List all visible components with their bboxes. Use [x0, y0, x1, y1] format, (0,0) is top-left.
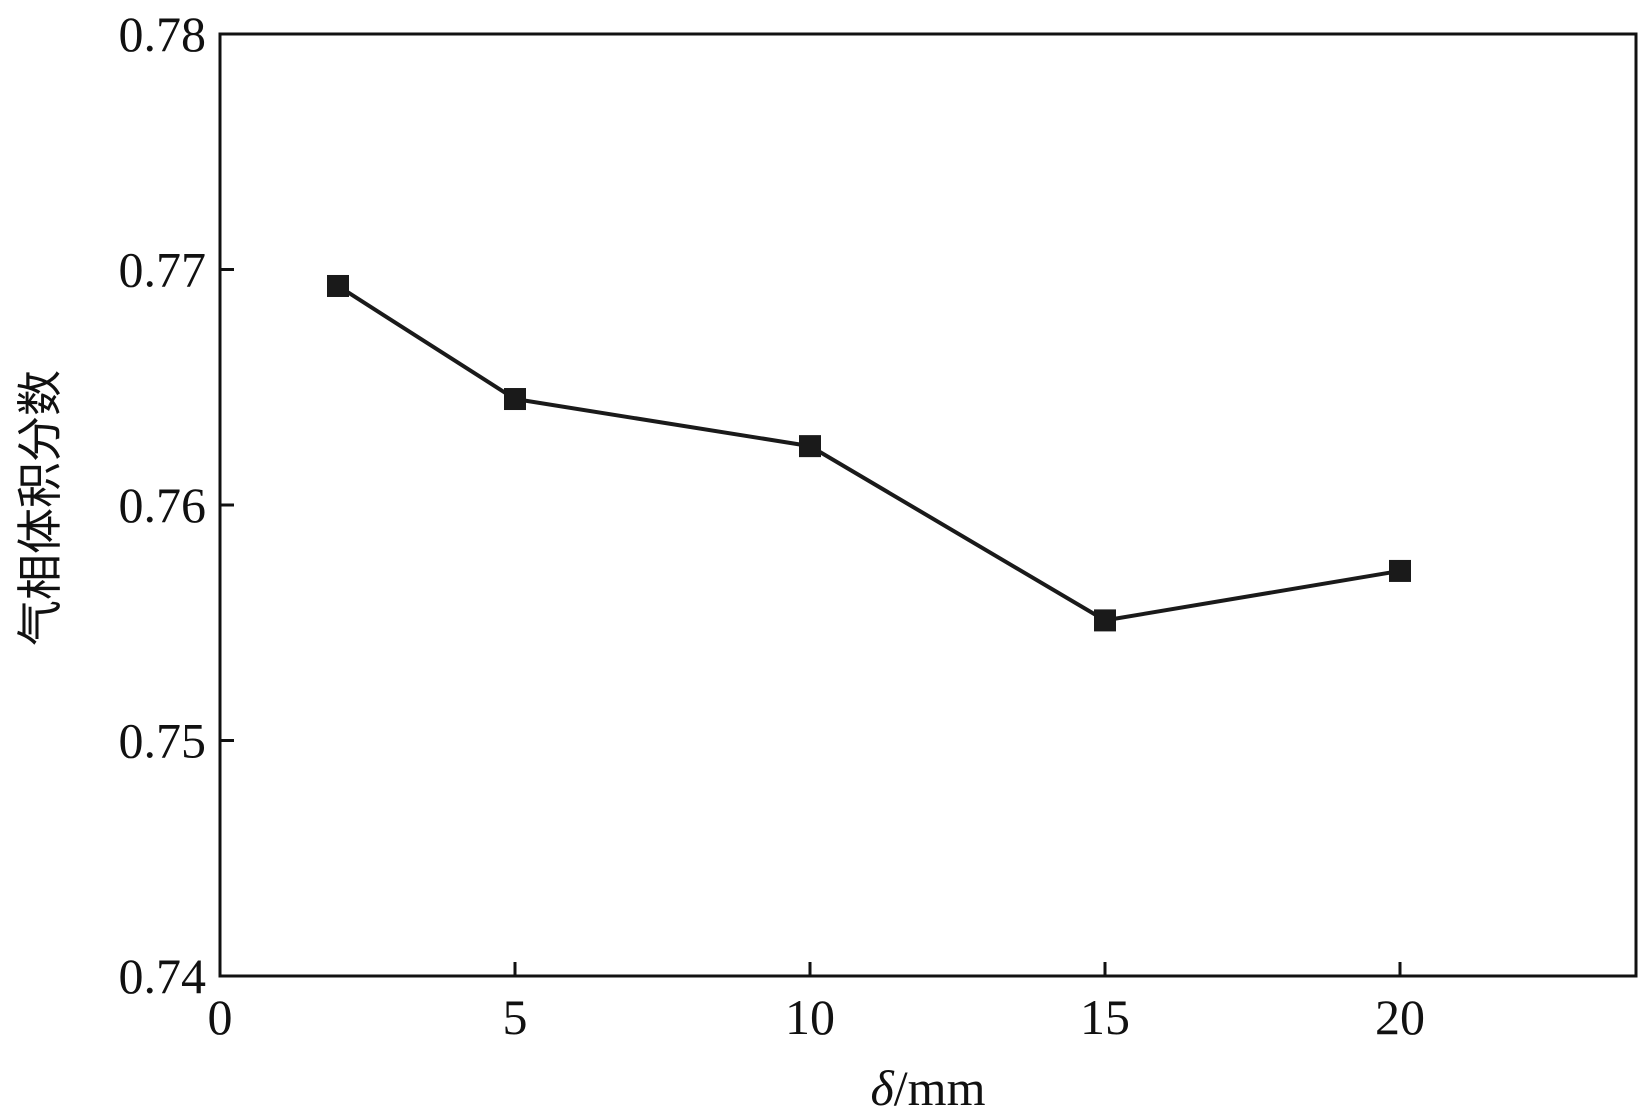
series-line	[336, 284, 1401, 623]
x-tick-label: 5	[503, 989, 528, 1045]
x-axis-unit: /mm	[894, 1060, 986, 1116]
y-tick-label: 0.78	[119, 6, 207, 62]
y-tick-label: 0.74	[119, 948, 207, 1004]
data-point-marker	[327, 274, 349, 297]
series-layer	[327, 274, 1411, 632]
data-point-marker	[799, 435, 821, 458]
tick-layer	[218, 32, 1402, 978]
x-tick-label: 0	[208, 989, 233, 1045]
x-tick-label: 10	[785, 989, 835, 1045]
label-layer: 0 5 10 15 20 0.74 0.75 0.76 0.77 0.78	[119, 6, 1426, 1045]
x-axis-symbol: δ	[871, 1060, 895, 1116]
data-point-marker	[1094, 609, 1116, 632]
y-tick-label: 0.75	[119, 713, 207, 769]
data-point-marker	[504, 388, 526, 411]
y-axis-title: 气相体积分数	[13, 370, 67, 646]
plot-frame	[218, 32, 1638, 978]
x-tick-label: 15	[1080, 989, 1130, 1045]
y-tick-label: 0.77	[119, 242, 207, 298]
x-tick-label: 20	[1375, 989, 1425, 1045]
y-tick-label: 0.76	[119, 477, 207, 533]
data-point-marker	[1389, 559, 1411, 582]
x-axis-title: δ/mm	[871, 1060, 986, 1116]
